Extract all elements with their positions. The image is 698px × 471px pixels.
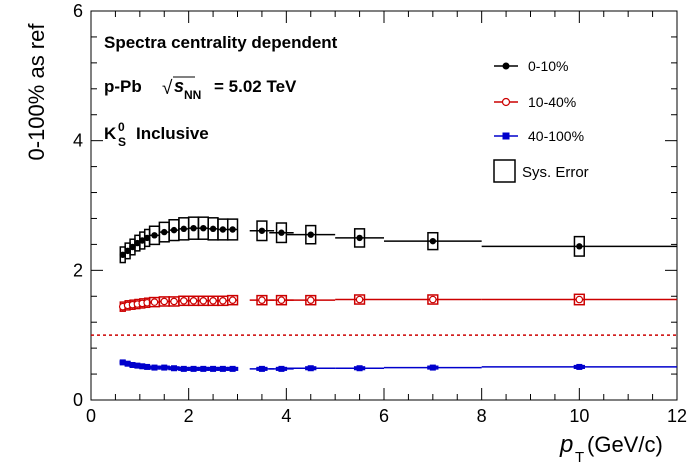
- data-point: [355, 295, 364, 304]
- data-point: [134, 362, 141, 369]
- data-point: [576, 243, 583, 250]
- legend: 0-10% 10-40% 40-100% Sys. Error: [493, 58, 589, 183]
- data-point: [151, 232, 158, 239]
- data-point: [219, 365, 226, 372]
- data-series-group: [118, 216, 677, 372]
- data-point: [306, 296, 315, 304]
- annotation-line3-sub: S: [118, 135, 126, 149]
- data-point: [575, 295, 584, 304]
- series-0-10%: [119, 216, 677, 264]
- y-tick-label: 2: [73, 260, 83, 280]
- data-point: [258, 296, 266, 304]
- annotation-line1: Spectra centrality dependent: [104, 33, 338, 52]
- y-tick-label: 0: [73, 390, 83, 410]
- data-point: [161, 364, 168, 371]
- data-point: [151, 364, 158, 371]
- x-tick-label: 8: [477, 406, 487, 426]
- data-point: [210, 365, 217, 372]
- data-point: [258, 227, 266, 234]
- data-point: [278, 365, 285, 372]
- data-point: [356, 234, 363, 242]
- data-point: [429, 364, 436, 371]
- data-point: [199, 297, 208, 305]
- legend-label-0-10: 0-10%: [528, 58, 568, 74]
- data-point: [228, 296, 237, 304]
- data-point: [219, 297, 227, 305]
- data-point: [229, 365, 236, 372]
- plot-frame: [90, 10, 678, 401]
- data-point: [180, 225, 187, 233]
- data-point: [179, 297, 188, 305]
- data-point: [134, 239, 141, 247]
- legend-label-40-100: 40-100%: [528, 128, 584, 144]
- legend-marker-0-10: [502, 62, 510, 70]
- data-point: [278, 229, 285, 236]
- annotation-line3-suffix: Inclusive: [136, 124, 209, 143]
- x-axis-label-sub: T: [575, 449, 584, 466]
- annotation-line2-s: s: [174, 76, 184, 96]
- data-point: [170, 297, 178, 306]
- data-point: [200, 365, 207, 372]
- data-point: [143, 234, 151, 242]
- data-point: [189, 297, 198, 305]
- y-tick-label: 6: [73, 1, 83, 21]
- data-point: [161, 228, 168, 236]
- data-point: [170, 226, 178, 234]
- data-point: [139, 237, 146, 244]
- data-point: [139, 363, 146, 370]
- data-point: [219, 226, 227, 233]
- data-point: [180, 365, 187, 372]
- data-point: [277, 296, 286, 304]
- data-point: [119, 251, 126, 258]
- data-point: [150, 298, 159, 306]
- legend-sys-box: [493, 159, 516, 183]
- data-point: [190, 224, 197, 232]
- axis-ticks: 0 2 4 6 8 10 12 0 2 4 6: [73, 1, 687, 426]
- data-point: [356, 365, 363, 372]
- x-tick-label: 6: [379, 406, 389, 426]
- legend-marker-10-40: [501, 97, 511, 107]
- data-point: [429, 237, 437, 245]
- annotation-line3-sup: 0: [118, 120, 125, 134]
- data-point: [144, 363, 151, 370]
- data-point: [576, 363, 583, 370]
- data-point: [229, 226, 236, 233]
- data-point: [200, 224, 207, 232]
- annotation-line2-suffix: = 5.02 TeV: [214, 77, 297, 96]
- data-point: [209, 297, 217, 305]
- data-point: [209, 225, 217, 233]
- series-10-40%: [118, 293, 677, 312]
- data-point: [160, 297, 169, 306]
- x-tick-label: 2: [184, 406, 194, 426]
- data-point: [129, 243, 136, 251]
- data-point: [307, 365, 314, 372]
- x-tick-label: 0: [86, 406, 96, 426]
- data-point: [119, 359, 126, 366]
- series-40-100%: [119, 359, 677, 372]
- data-point: [258, 365, 265, 372]
- annotation-line3-k: K: [104, 124, 117, 143]
- y-axis-label: 0-100% as ref: [24, 23, 49, 161]
- data-point: [307, 231, 314, 238]
- annotation-line2-sqrt: √: [162, 78, 173, 99]
- data-point: [124, 360, 131, 367]
- data-point: [190, 365, 197, 372]
- y-tick-label: 4: [73, 131, 83, 151]
- data-point: [124, 247, 131, 255]
- data-point: [171, 365, 178, 372]
- x-tick-label: 10: [569, 406, 589, 426]
- x-axis-label-unit: (GeV/c): [587, 432, 663, 457]
- legend-label-sys: Sys. Error: [522, 164, 589, 181]
- annotation-line2-sub: NN: [184, 88, 201, 102]
- annotation-line2-prefix: p-Pb: [104, 77, 142, 96]
- x-tick-label: 12: [667, 406, 687, 426]
- legend-label-10-40: 10-40%: [528, 94, 576, 110]
- x-tick-label: 4: [281, 406, 291, 426]
- data-point: [129, 361, 136, 368]
- legend-marker-40-100: [502, 132, 510, 140]
- data-point: [429, 295, 437, 304]
- x-axis-label-main: p: [559, 431, 573, 458]
